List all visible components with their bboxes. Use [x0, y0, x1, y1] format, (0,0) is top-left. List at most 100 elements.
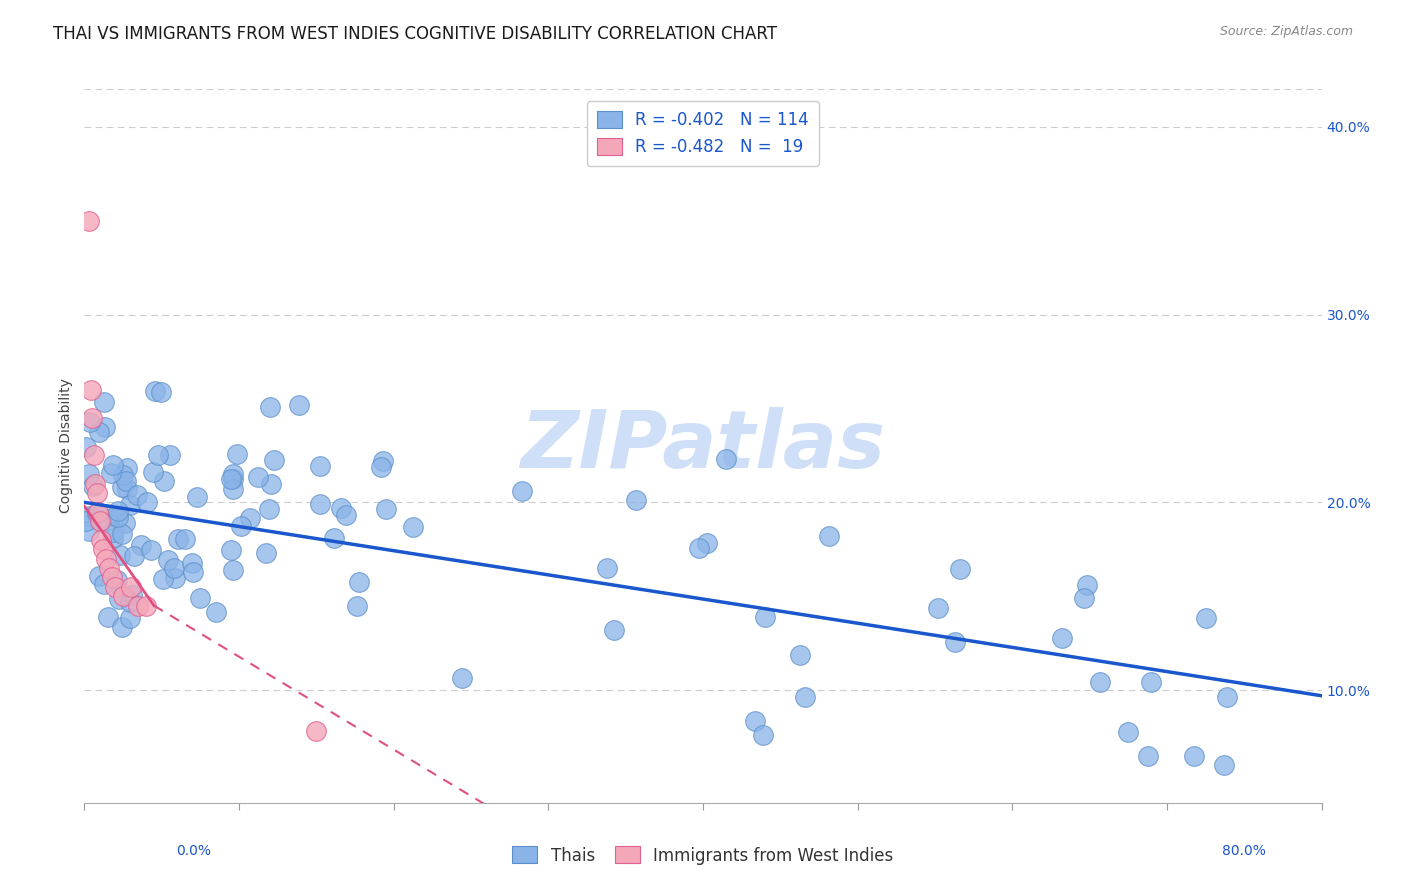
Point: [260, 477, 283, 491]
Point: [222, 483, 245, 497]
Point: [104, 580, 127, 594]
Point: [167, 532, 190, 546]
Point: [943, 634, 966, 648]
Point: [263, 453, 285, 467]
Point: [120, 580, 142, 594]
Point: [744, 714, 766, 728]
Point: [77, 213, 100, 227]
Point: [335, 508, 357, 522]
Point: [86, 486, 108, 500]
Point: [115, 474, 138, 488]
Point: [188, 591, 211, 606]
Point: [90, 514, 112, 528]
Point: [87, 425, 110, 439]
Point: [231, 519, 253, 533]
Point: [82, 479, 104, 493]
Legend: Thais, Immigrants from West Indies: Thais, Immigrants from West Indies: [506, 839, 900, 871]
Point: [789, 648, 811, 662]
Point: [696, 536, 718, 550]
Point: [370, 459, 392, 474]
Point: [288, 398, 311, 412]
Point: [1116, 725, 1139, 739]
Point: [139, 543, 162, 558]
Point: [1050, 631, 1073, 645]
Point: [205, 605, 228, 619]
Point: [688, 541, 710, 556]
Point: [818, 529, 841, 543]
Point: [330, 501, 353, 516]
Point: [94, 420, 117, 434]
Point: [91, 542, 114, 557]
Point: [101, 531, 124, 545]
Point: [77, 467, 100, 481]
Text: ZIPatlas: ZIPatlas: [520, 407, 886, 485]
Point: [603, 623, 626, 637]
Point: [222, 467, 245, 482]
Point: [83, 449, 105, 463]
Point: [125, 488, 148, 502]
Point: [146, 448, 169, 462]
Point: [152, 572, 174, 586]
Point: [1137, 748, 1160, 763]
Point: [1076, 577, 1098, 591]
Point: [97, 610, 120, 624]
Point: [1073, 591, 1095, 605]
Point: [1194, 611, 1216, 625]
Y-axis label: Cognitive Disability: Cognitive Disability: [59, 378, 73, 514]
Point: [112, 468, 135, 483]
Point: [254, 546, 277, 560]
Point: [373, 454, 395, 468]
Point: [716, 451, 738, 466]
Point: [107, 504, 129, 518]
Point: [87, 505, 110, 519]
Point: [183, 565, 205, 579]
Point: [127, 599, 149, 613]
Point: [98, 561, 121, 575]
Point: [752, 728, 775, 742]
Point: [94, 551, 117, 566]
Point: [75, 441, 97, 455]
Point: [257, 502, 280, 516]
Point: [101, 458, 124, 472]
Point: [79, 383, 101, 397]
Point: [107, 592, 129, 607]
Point: [927, 600, 949, 615]
Point: [84, 476, 107, 491]
Point: [754, 610, 776, 624]
Point: [174, 532, 197, 546]
Point: [120, 498, 142, 512]
Point: [246, 469, 269, 483]
Point: [107, 509, 129, 524]
Point: [82, 410, 104, 425]
Point: [103, 509, 125, 524]
Point: [111, 526, 134, 541]
Point: [153, 474, 176, 488]
Point: [401, 520, 423, 534]
Text: 0.0%: 0.0%: [176, 844, 211, 858]
Point: [374, 502, 396, 516]
Point: [101, 524, 124, 539]
Point: [1182, 749, 1205, 764]
Point: [309, 458, 332, 473]
Point: [101, 570, 124, 584]
Point: [222, 472, 245, 486]
Point: [115, 483, 138, 497]
Point: [120, 595, 142, 609]
Point: [163, 571, 186, 585]
Text: THAI VS IMMIGRANTS FROM WEST INDIES COGNITIVE DISABILITY CORRELATION CHART: THAI VS IMMIGRANTS FROM WEST INDIES COGN…: [53, 25, 778, 43]
Point: [949, 562, 972, 576]
Point: [122, 549, 145, 564]
Point: [510, 483, 533, 498]
Point: [186, 490, 208, 504]
Point: [1140, 675, 1163, 690]
Point: [159, 448, 181, 462]
Point: [219, 543, 242, 558]
Point: [156, 553, 179, 567]
Point: [221, 472, 243, 486]
Point: [93, 395, 115, 409]
Point: [222, 563, 245, 577]
Point: [347, 574, 370, 589]
Point: [181, 557, 204, 571]
Point: [79, 415, 101, 429]
Point: [77, 524, 100, 538]
